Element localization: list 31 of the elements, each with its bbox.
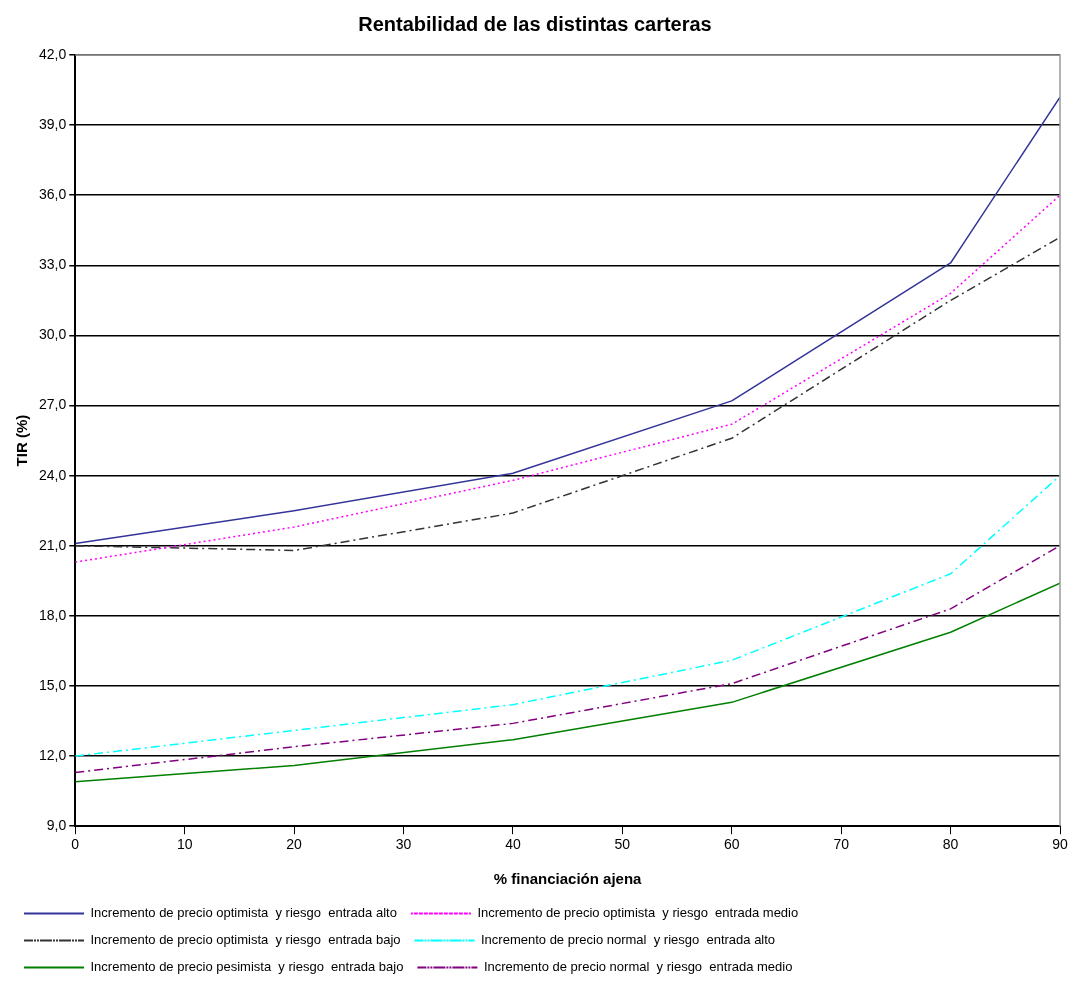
y-tick-label: 42,0 [39,45,67,62]
y-tick-label: 36,0 [39,186,67,203]
y-tick-label: 33,0 [39,256,67,273]
y-tick-label: 24,0 [39,466,67,483]
legend-label: Incremento de precio optimista y riesgo entrada alto [90,905,397,921]
legend-label: Incremento de precio normal y riesgo entrada alto [481,932,776,948]
x-axis-title: % financiación ajena [493,870,643,888]
x-tick-label: 90 [1052,836,1068,853]
x-tick-label: 70 [833,836,850,853]
x-tick-label: 50 [614,836,631,853]
y-tick-label: 12,0 [39,746,67,763]
legend-label: Incremento de precio optimista y riesgo entrada medio [477,905,799,921]
x-tick-label: 40 [505,836,521,853]
chart-title: Rentabilidad de las distintas carteras [358,12,712,35]
y-tick-label: 15,0 [39,676,67,693]
x-tick-label: 60 [723,836,740,853]
y-tick-label: 27,0 [39,396,67,413]
y-tick-label: 9,0 [46,817,67,834]
y-tick-label: 30,0 [39,326,67,343]
x-tick-label: 10 [176,836,193,853]
x-tick-label: 0 [71,836,80,853]
x-tick-label: 30 [395,836,412,853]
legend-label: Incremento de precio pesimista y riesgo entrada bajo [90,959,404,975]
legend-label: Incremento de precio optimista y riesgo entrada bajo [90,932,401,948]
y-axis-title: TIR (%) [13,414,31,467]
x-tick-label: 80 [942,836,959,853]
x-tick-label: 20 [286,836,303,853]
y-tick-label: 21,0 [39,536,67,553]
y-tick-label: 39,0 [39,115,67,132]
legend-label: Incremento de precio normal y riesgo entrada medio [483,959,793,975]
y-tick-label: 18,0 [39,606,67,623]
